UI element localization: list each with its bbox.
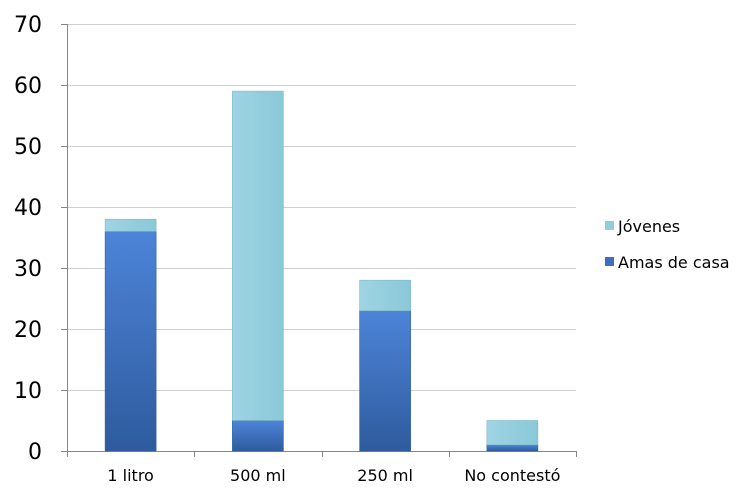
legend: Jóvenes Amas de casa — [605, 217, 730, 272]
y-tick-label: 10 — [14, 379, 42, 404]
legend-label: Amas de casa — [618, 253, 730, 272]
y-tick-label: 40 — [14, 196, 42, 221]
bar-jovenes-3 — [487, 421, 538, 445]
bars — [105, 91, 538, 451]
y-tick-label: 60 — [14, 74, 42, 99]
bar-jovenes-0 — [105, 219, 156, 231]
legend-swatch-0 — [605, 221, 614, 230]
x-tick-label: No contestó — [464, 466, 560, 485]
x-tick-label: 1 litro — [107, 466, 153, 485]
y-tick-label: 50 — [14, 135, 42, 160]
legend-swatch-1 — [605, 257, 614, 266]
bar-jovenes-1 — [232, 91, 283, 420]
y-tick-label: 70 — [14, 13, 42, 38]
x-tick-label: 500 ml — [230, 466, 286, 485]
bar-amas-de-casa-3 — [487, 445, 538, 451]
legend-label: Jóvenes — [617, 217, 680, 236]
y-tick-label: 20 — [14, 318, 42, 343]
y-tick-label: 30 — [14, 257, 42, 282]
bar-jovenes-2 — [360, 280, 411, 311]
y-tick-label: 0 — [28, 440, 42, 465]
tick-labels: 0 10 20 30 40 50 60 70 1 litro 500 ml 250 ml No con… — [14, 13, 560, 485]
bar-amas-de-casa-2 — [360, 311, 411, 451]
x-tick-label: 250 ml — [357, 466, 413, 485]
bar-amas-de-casa-1 — [232, 421, 283, 452]
bar-amas-de-casa-0 — [105, 231, 156, 451]
